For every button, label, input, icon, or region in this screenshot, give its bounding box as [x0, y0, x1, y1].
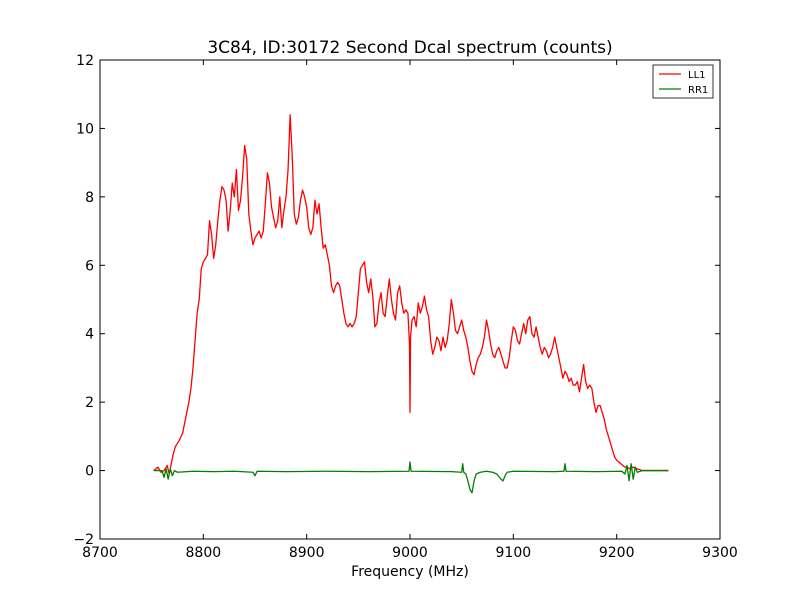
x-tick-label: 9100: [496, 545, 532, 561]
y-tick-label: 10: [76, 121, 94, 137]
x-tick-label: 8900: [289, 545, 325, 561]
y-tick-label: 4: [85, 327, 94, 343]
ticks-layer: 8700 8800 8900 9000 9100 9200 9300 −2 0 2 4 6 8 10 12: [73, 53, 737, 561]
y-tick-label: −2: [73, 532, 94, 548]
legend-label-ll1: LL1: [688, 70, 706, 81]
y-tick-label: 12: [76, 53, 94, 69]
legend-label-rr1: RR1: [688, 85, 708, 96]
x-tick-label: 8700: [82, 545, 118, 561]
y-tick-label: 2: [85, 395, 94, 411]
y-tick-label: 6: [85, 258, 94, 274]
series-line-ll1: [153, 114, 669, 475]
x-tick-label: 8800: [186, 545, 222, 561]
series-line-rr1: [153, 461, 669, 494]
chart-title: 3C84, ID:30172 Second Dcal spectrum (cou…: [207, 38, 612, 58]
legend: LL1 RR1: [652, 64, 714, 99]
x-tick-label: 9200: [599, 545, 635, 561]
y-tick-label: 0: [85, 464, 94, 480]
x-axis-label: Frequency (MHz): [351, 564, 469, 580]
x-tick-label: 9300: [702, 545, 738, 561]
series-layer: [153, 114, 669, 494]
legend-box: [652, 64, 714, 99]
x-tick-label: 9000: [392, 545, 428, 561]
y-tick-label: 8: [85, 190, 94, 206]
